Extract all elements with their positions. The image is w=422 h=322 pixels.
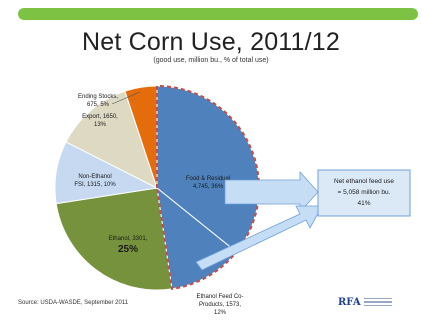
leader-line-ending-stocks <box>111 91 141 105</box>
pie-label-ethanol-feed-co-products: 12% <box>214 310 227 316</box>
pie-label-ethanol: 25% <box>118 244 138 255</box>
pie-label-ethanol-feed-co-products: Ethanol Feed Co- <box>196 294 243 300</box>
callout: Net ethanol feed use = 5,058 million bu. 4… <box>195 169 411 271</box>
callout-text: Net ethanol feed use <box>334 178 394 185</box>
pie-label-food-residual: Food & Residual <box>186 176 230 182</box>
pie-label-ethanol: Ethanol, 3301, <box>109 236 148 242</box>
pie-label-ethanol-feed-co-products: Products, 1573, <box>199 302 241 308</box>
pie-slice-ethanol <box>55 187 173 291</box>
pie-label-ending-stocks: Ending Stocks, <box>78 94 118 100</box>
callout-text: = 5,058 million bu. <box>338 189 391 196</box>
rfa-logo-lines <box>363 297 392 307</box>
pie-labels: Food & Residual 4,745, 36% Ethanol Feed Co… <box>74 94 243 316</box>
pie-slices <box>54 85 260 291</box>
rfa-logo-mark: RFA <box>338 296 361 308</box>
pie-slice-export <box>65 90 158 189</box>
page-title: Net Corn Use, 2011/12 <box>81 28 341 56</box>
pie-label-non-ethanol: FSI, 1315, 10% <box>74 182 116 188</box>
rfa-logo: RFA <box>338 295 392 309</box>
pie-label-non-ethanol: Non-Ethanol <box>78 174 111 180</box>
header-bar <box>18 8 418 20</box>
callout-arrow-upper <box>224 170 319 214</box>
callout-text: 41% <box>357 200 370 207</box>
pie-label-export: 13% <box>94 122 107 128</box>
source-note: Source: USDA-WASDE, September 2011 <box>18 300 129 306</box>
page-subtitle: (good use, million bu., % of total use) <box>153 57 269 64</box>
pie-label-ending-stocks: 675, 5% <box>87 102 110 108</box>
callout-arrow-lower <box>195 205 323 271</box>
callout-box <box>317 169 411 217</box>
leader-lines <box>111 91 141 105</box>
pie-label-food-residual: 4,745, 36% <box>193 184 224 190</box>
pie-label-export: Export, 1650, <box>82 114 118 120</box>
